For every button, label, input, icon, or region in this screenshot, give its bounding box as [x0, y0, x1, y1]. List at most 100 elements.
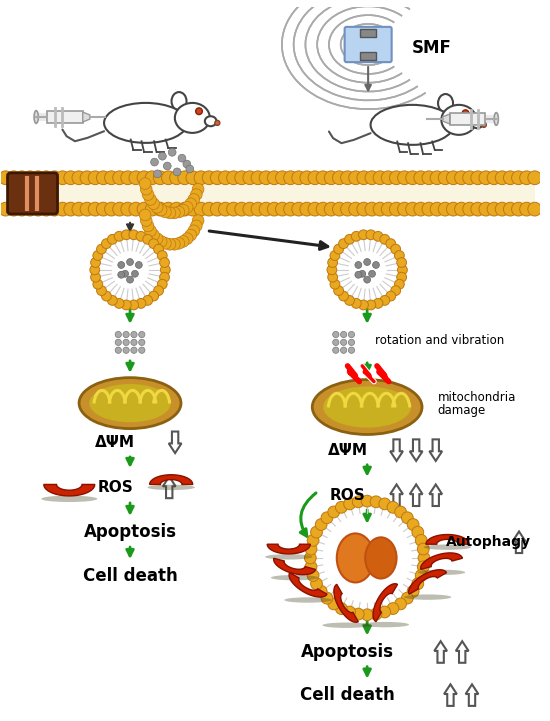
Circle shape	[218, 171, 232, 185]
Polygon shape	[466, 684, 478, 706]
Circle shape	[155, 236, 167, 247]
Circle shape	[142, 220, 154, 231]
Ellipse shape	[205, 116, 217, 126]
Text: Apoptosis: Apoptosis	[84, 523, 177, 541]
Circle shape	[170, 203, 183, 216]
Text: damage: damage	[438, 404, 486, 417]
Circle shape	[123, 332, 129, 337]
Circle shape	[381, 203, 395, 216]
Circle shape	[202, 171, 216, 185]
Circle shape	[64, 171, 78, 185]
Circle shape	[340, 347, 346, 353]
Circle shape	[321, 592, 333, 604]
Circle shape	[40, 203, 53, 216]
Circle shape	[188, 194, 200, 205]
Circle shape	[115, 347, 122, 353]
Circle shape	[276, 203, 289, 216]
Circle shape	[170, 171, 183, 185]
Circle shape	[381, 171, 395, 185]
Circle shape	[395, 598, 406, 610]
Circle shape	[481, 123, 486, 128]
Polygon shape	[47, 110, 82, 123]
Circle shape	[330, 251, 340, 260]
Ellipse shape	[361, 622, 409, 627]
Circle shape	[398, 171, 411, 185]
Circle shape	[126, 259, 134, 265]
Ellipse shape	[371, 105, 454, 145]
Circle shape	[415, 534, 427, 547]
Circle shape	[389, 171, 403, 185]
Circle shape	[143, 234, 152, 244]
Circle shape	[328, 506, 340, 518]
Circle shape	[479, 171, 493, 185]
Circle shape	[114, 298, 124, 309]
Ellipse shape	[441, 105, 476, 135]
Circle shape	[202, 203, 216, 216]
Circle shape	[379, 498, 390, 510]
Polygon shape	[421, 553, 463, 570]
Circle shape	[364, 259, 371, 265]
Circle shape	[148, 198, 160, 210]
Circle shape	[194, 171, 208, 185]
Circle shape	[412, 578, 424, 590]
Circle shape	[373, 171, 387, 185]
Circle shape	[487, 171, 501, 185]
Circle shape	[153, 170, 161, 178]
Text: ΔΨM: ΔΨM	[95, 435, 135, 450]
Polygon shape	[360, 29, 376, 37]
Circle shape	[398, 265, 408, 275]
Circle shape	[348, 347, 355, 353]
Circle shape	[162, 171, 175, 185]
Circle shape	[463, 171, 476, 185]
Polygon shape	[274, 558, 316, 575]
Circle shape	[455, 203, 468, 216]
Circle shape	[80, 203, 94, 216]
Circle shape	[0, 171, 13, 185]
Circle shape	[351, 298, 361, 309]
Circle shape	[89, 203, 102, 216]
Polygon shape	[289, 572, 327, 597]
Ellipse shape	[438, 94, 453, 112]
Circle shape	[164, 239, 176, 250]
Circle shape	[23, 203, 37, 216]
Circle shape	[471, 203, 485, 216]
Circle shape	[80, 171, 94, 185]
Circle shape	[151, 233, 163, 244]
Circle shape	[89, 171, 102, 185]
Ellipse shape	[418, 570, 465, 575]
Circle shape	[387, 603, 399, 614]
Circle shape	[345, 296, 354, 305]
Circle shape	[340, 340, 346, 345]
Circle shape	[107, 296, 117, 305]
Text: Autophagy: Autophagy	[446, 535, 531, 549]
Ellipse shape	[79, 378, 181, 428]
Circle shape	[407, 518, 419, 531]
Circle shape	[15, 203, 29, 216]
Circle shape	[40, 171, 53, 185]
Circle shape	[104, 203, 118, 216]
Circle shape	[160, 206, 171, 218]
Circle shape	[355, 262, 362, 268]
Circle shape	[338, 241, 397, 299]
Circle shape	[178, 203, 191, 216]
Circle shape	[407, 585, 419, 597]
Circle shape	[7, 203, 20, 216]
Text: Apoptosis: Apoptosis	[301, 643, 394, 661]
Circle shape	[463, 203, 476, 216]
Circle shape	[402, 512, 413, 523]
Circle shape	[327, 265, 337, 275]
Circle shape	[215, 120, 220, 125]
Circle shape	[178, 171, 191, 185]
Circle shape	[447, 171, 460, 185]
Circle shape	[324, 203, 338, 216]
Circle shape	[520, 203, 534, 216]
Circle shape	[113, 171, 127, 185]
Circle shape	[365, 203, 379, 216]
Circle shape	[72, 203, 86, 216]
Circle shape	[438, 171, 452, 185]
Circle shape	[137, 171, 151, 185]
Circle shape	[142, 189, 154, 200]
Circle shape	[129, 171, 142, 185]
Circle shape	[365, 171, 379, 185]
Circle shape	[31, 203, 45, 216]
